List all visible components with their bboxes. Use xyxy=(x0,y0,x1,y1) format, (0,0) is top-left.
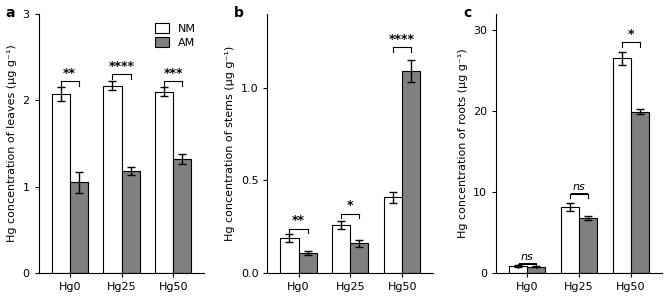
Y-axis label: Hg concentration of leaves (μg g⁻¹): Hg concentration of leaves (μg g⁻¹) xyxy=(7,45,17,242)
Bar xyxy=(104,86,122,273)
Bar xyxy=(613,58,631,273)
Bar xyxy=(298,253,316,273)
Text: **: ** xyxy=(292,214,305,227)
Bar xyxy=(122,171,140,273)
Bar xyxy=(332,225,351,273)
Text: **: ** xyxy=(64,67,76,80)
Text: ns: ns xyxy=(521,252,534,262)
Bar xyxy=(280,238,298,273)
Bar xyxy=(631,112,649,273)
Text: ***: *** xyxy=(164,67,183,80)
Text: a: a xyxy=(5,6,15,20)
Text: ****: **** xyxy=(108,60,134,73)
Bar xyxy=(52,94,70,273)
Legend: NM, AM: NM, AM xyxy=(152,19,199,51)
Bar xyxy=(70,182,88,273)
Bar xyxy=(173,159,191,273)
Text: c: c xyxy=(463,6,472,20)
Bar xyxy=(384,197,402,273)
Y-axis label: Hg concentration of roots (μg g⁻¹): Hg concentration of roots (μg g⁻¹) xyxy=(458,49,468,238)
Bar xyxy=(561,208,579,273)
Bar xyxy=(155,91,173,273)
Text: *: * xyxy=(628,28,634,41)
Bar xyxy=(351,243,369,273)
Text: ns: ns xyxy=(573,182,585,192)
Bar xyxy=(509,266,527,273)
Bar xyxy=(527,266,545,273)
Text: ****: **** xyxy=(389,33,415,46)
Text: b: b xyxy=(234,6,244,20)
Bar xyxy=(402,71,420,273)
Text: *: * xyxy=(347,199,354,212)
Y-axis label: Hg concentration of stems (μg g⁻¹): Hg concentration of stems (μg g⁻¹) xyxy=(225,46,235,241)
Bar xyxy=(579,218,597,273)
